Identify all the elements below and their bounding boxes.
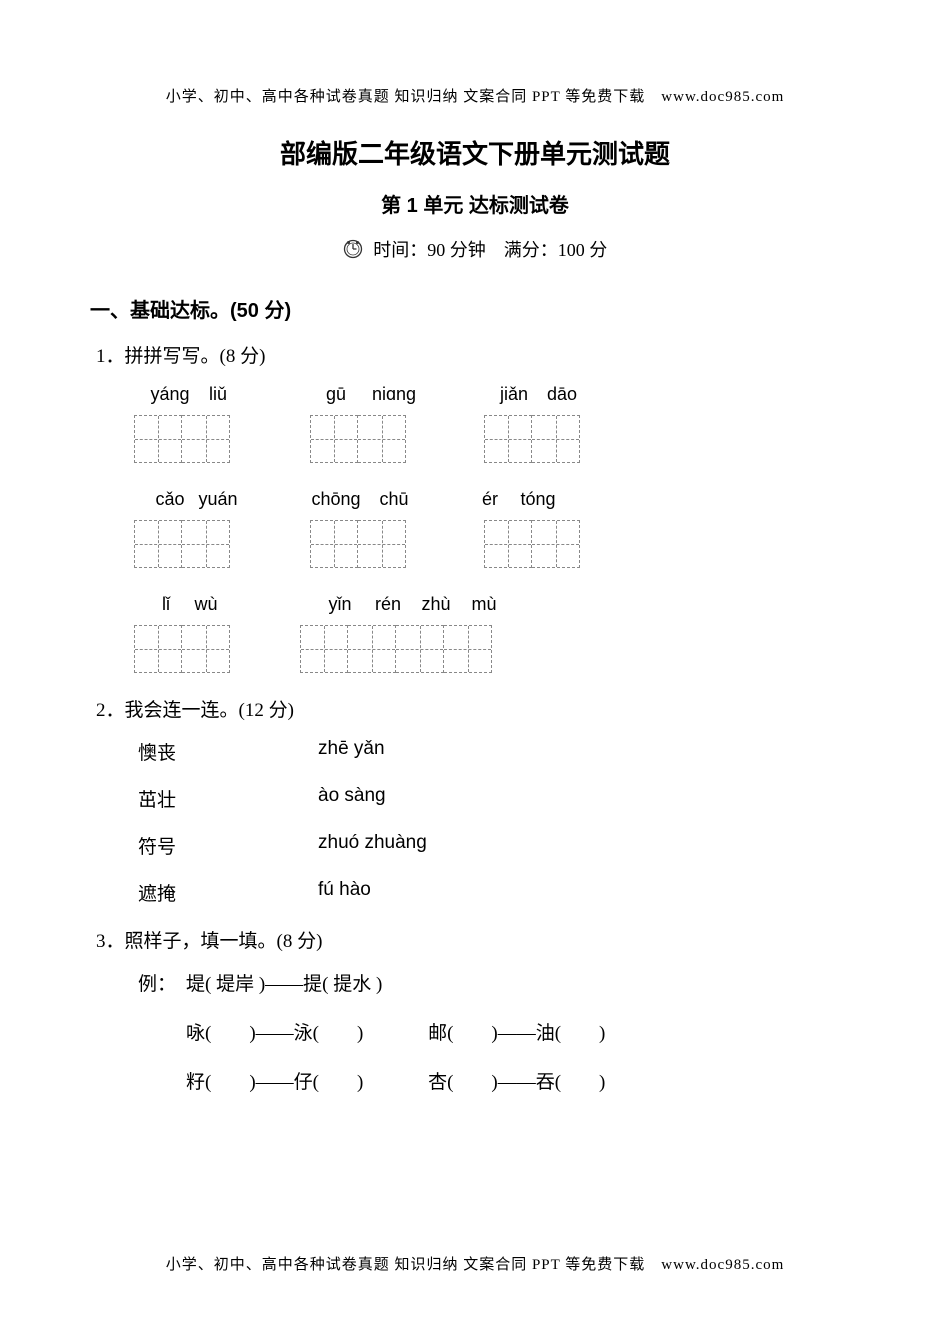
time-info-text: 时间：90 分钟 满分：100 分 — [373, 240, 607, 260]
matching-section: 懊丧 zhē yǎn 茁壮 ào sàng 符号 zhuó zhuàng 遮掩 … — [90, 738, 860, 906]
pinyin-syllable: rén — [364, 594, 412, 615]
char-box — [358, 520, 406, 568]
pinyin-syllable: dāo — [538, 384, 586, 405]
match-left: 茁壮 — [138, 785, 318, 812]
char-box — [310, 520, 358, 568]
time-info: 时间：90 分钟 满分：100 分 — [90, 236, 860, 264]
match-row: 茁壮 ào sàng — [138, 785, 860, 812]
pinyin-syllable: yǐn — [316, 594, 364, 615]
pinyin-syllable: ér — [466, 489, 514, 510]
fill-pair: 杏( )——吞( ) — [428, 1067, 605, 1094]
question-3: 3．照样子，填一填。(8 分) — [90, 926, 860, 953]
pinyin-syllable: tóng — [514, 489, 562, 510]
match-right: zhuó zhuàng — [318, 832, 427, 859]
char-box — [532, 520, 580, 568]
header-note: 小学、初中、高中各种试卷真题 知识归纳 文案合同 PPT 等免费下载 www.d… — [90, 85, 860, 106]
pinyin-syllable: wù — [186, 594, 226, 615]
char-box — [444, 625, 492, 673]
boxes-row-1 — [90, 415, 860, 463]
char-box — [358, 415, 406, 463]
char-box — [134, 415, 182, 463]
fill-pair: 邮( )——油( ) — [428, 1018, 605, 1045]
page-subtitle: 第 1 单元 达标测试卷 — [90, 189, 860, 218]
example-content: 堤( 堤岸 )——提( 提水 ) — [186, 969, 860, 996]
match-right: ào sàng — [318, 785, 386, 812]
pinyin-syllable: jiǎn — [490, 384, 538, 405]
match-left: 遮掩 — [138, 879, 318, 906]
match-row: 懊丧 zhē yǎn — [138, 738, 860, 765]
section-1-heading: 一、基础达标。(50 分) — [90, 294, 860, 323]
fill-pair: 咏( )——泳( ) — [186, 1018, 363, 1045]
match-row: 遮掩 fú hào — [138, 879, 860, 906]
pinyin-syllable: niɑng — [360, 384, 428, 405]
char-box — [396, 625, 444, 673]
pinyin-syllable: gū — [312, 384, 360, 405]
char-box — [300, 625, 348, 673]
char-box — [134, 520, 182, 568]
match-right: zhē yǎn — [318, 738, 385, 765]
boxes-row-3 — [90, 625, 860, 673]
pinyin-row-1: yáng liǔ gū niɑng jiǎn dāo — [90, 384, 860, 405]
pinyin-syllable: chū — [370, 489, 418, 510]
match-left: 懊丧 — [138, 738, 318, 765]
pinyin-syllable: lǐ — [146, 594, 186, 615]
fill-pair: 籽( )——仔( ) — [186, 1067, 363, 1094]
char-box — [348, 625, 396, 673]
fill-row: 籽( )——仔( ) 杏( )——吞( ) — [138, 1067, 860, 1094]
pinyin-syllable: mù — [460, 594, 508, 615]
pinyin-row-2: cǎo yuán chōng chū ér tóng — [90, 489, 860, 510]
pinyin-syllable: zhù — [412, 594, 460, 615]
match-left: 符号 — [138, 832, 318, 859]
boxes-row-2 — [90, 520, 860, 568]
page-title: 部编版二年级语文下册单元测试题 — [90, 134, 860, 171]
clock-icon — [343, 239, 363, 264]
char-box — [182, 625, 230, 673]
pinyin-syllable: chōng — [302, 489, 370, 510]
fill-section: 例： 堤( 堤岸 )——提( 提水 ) 咏( )——泳( ) 邮( )——油( … — [90, 969, 860, 1094]
char-box — [182, 415, 230, 463]
char-box — [484, 520, 532, 568]
fill-example-row: 例： 堤( 堤岸 )——提( 提水 ) — [138, 969, 860, 996]
fill-spacer — [138, 1018, 186, 1045]
char-box — [134, 625, 182, 673]
fill-spacer — [138, 1067, 186, 1094]
pinyin-syllable: cǎo — [146, 489, 194, 510]
char-box — [182, 520, 230, 568]
question-2: 2．我会连一连。(12 分) — [90, 695, 860, 722]
pinyin-syllable: liǔ — [194, 384, 242, 405]
pinyin-syllable: yáng — [146, 384, 194, 405]
pinyin-row-3: lǐ wù yǐn rén zhù mù — [90, 594, 860, 615]
question-1: 1．拼拼写写。(8 分) — [90, 341, 860, 368]
footer-note: 小学、初中、高中各种试卷真题 知识归纳 文案合同 PPT 等免费下载 www.d… — [0, 1253, 950, 1274]
pinyin-syllable: yuán — [194, 489, 242, 510]
char-box — [484, 415, 532, 463]
match-right: fú hào — [318, 879, 371, 906]
char-box — [532, 415, 580, 463]
fill-row: 咏( )——泳( ) 邮( )——油( ) — [138, 1018, 860, 1045]
match-row: 符号 zhuó zhuàng — [138, 832, 860, 859]
char-box — [310, 415, 358, 463]
example-label: 例： — [138, 969, 186, 996]
